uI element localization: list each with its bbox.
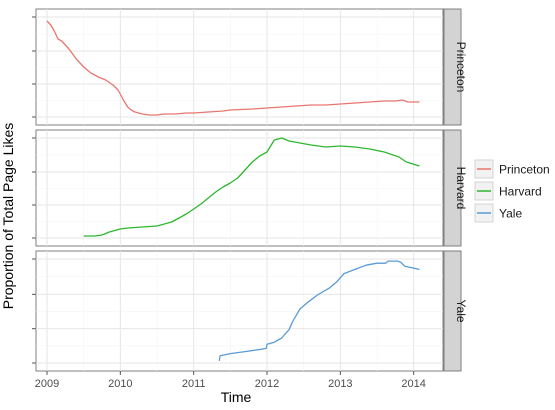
x-axis-title: Time xyxy=(221,389,252,405)
panel-background xyxy=(35,129,444,247)
series-line-harvard xyxy=(83,137,420,237)
facet-strip-yale: Yale xyxy=(443,250,468,372)
strip-background xyxy=(443,129,462,247)
x-tick-label: 2009 xyxy=(35,378,59,390)
strip-label: Yale xyxy=(454,299,468,322)
panel-princeton xyxy=(32,8,444,126)
legend-label: Princeton xyxy=(499,163,550,177)
legend-item-harvard: Harvard xyxy=(474,181,542,201)
x-tick-label: 2011 xyxy=(182,378,206,390)
legend: Princeton Harvard Yale xyxy=(474,159,550,223)
x-tick-label: 2014 xyxy=(401,378,425,390)
panel-background xyxy=(35,250,444,372)
strip-label: Princeton xyxy=(454,42,468,93)
legend-item-yale: Yale xyxy=(474,203,522,223)
x-tick-label: 2012 xyxy=(255,378,279,390)
facet-strips: Princeton Harvard Yale xyxy=(443,8,468,372)
facet-panels xyxy=(32,8,444,372)
y-axis-title: Proportion of Total Page Likes xyxy=(0,123,16,310)
panel-harvard xyxy=(32,129,444,247)
panel-yale xyxy=(32,250,444,372)
x-tick-label: 2010 xyxy=(108,378,132,390)
series-line-yale xyxy=(218,260,420,361)
facet-strip-princeton: Princeton xyxy=(443,8,468,126)
legend-label: Harvard xyxy=(499,185,542,199)
x-tick-label: 2013 xyxy=(328,378,352,390)
panel-background xyxy=(35,8,444,126)
strip-background xyxy=(443,250,462,372)
series-line-princeton xyxy=(46,20,420,116)
strip-label: Harvard xyxy=(454,167,468,210)
legend-label: Yale xyxy=(499,207,522,221)
legend-item-princeton: Princeton xyxy=(474,159,550,179)
facet-strip-harvard: Harvard xyxy=(443,129,468,247)
x-axis: 2009 2010 2011 2012 2013 2014 xyxy=(35,371,426,390)
strip-background xyxy=(443,8,462,126)
